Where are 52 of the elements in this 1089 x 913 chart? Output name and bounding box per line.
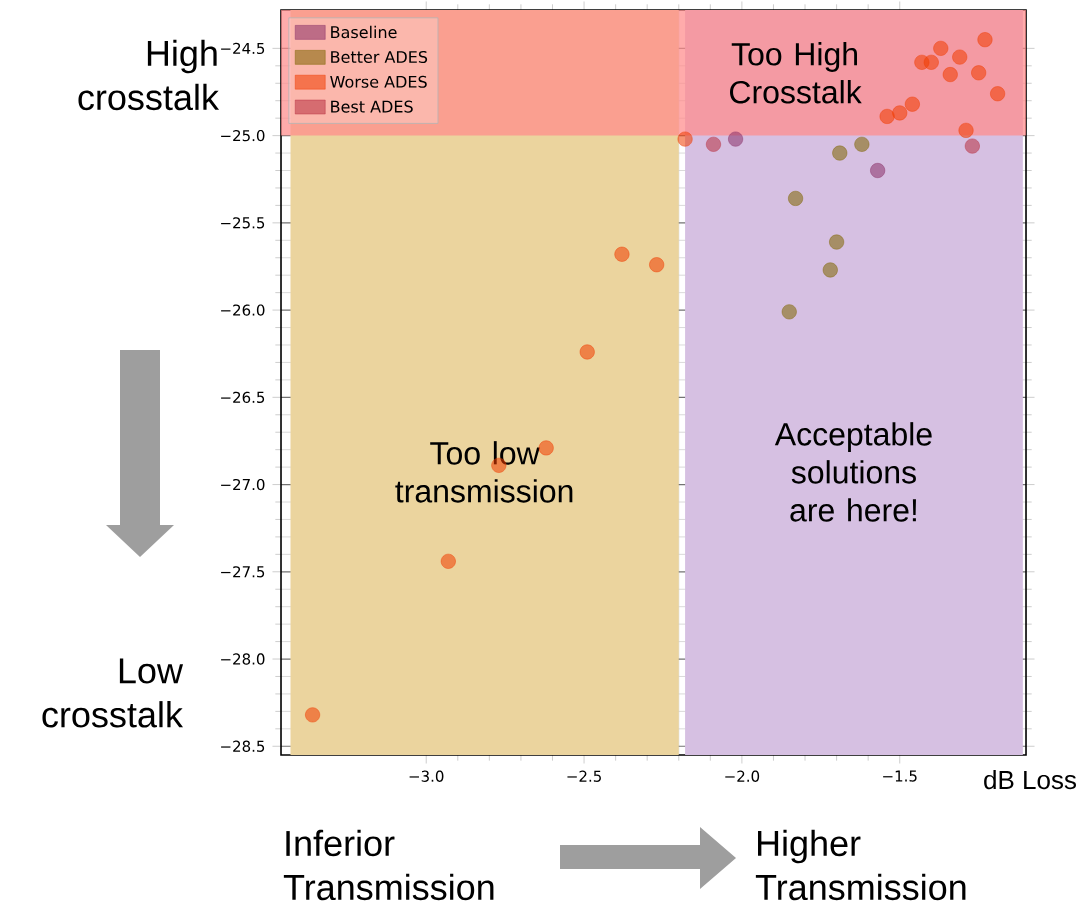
point [990,86,1006,102]
band-label: Too High Crosstalk [730,42,862,104]
text: Inferior Transmission [283,829,494,901]
point [727,131,744,147]
point [822,262,838,278]
legend-label: Best ADES [331,100,413,113]
point [304,707,321,723]
point [677,131,693,147]
point [705,136,722,152]
y-tick-label: −26.0 [221,304,265,316]
point [879,108,895,125]
y-tick-label: −28.0 [221,653,265,665]
y-tick-label: −26.5 [221,391,265,403]
x-tick-label: −3.0 [409,770,444,782]
point [977,32,993,48]
point [440,553,456,569]
x-tick-label: −2.0 [725,770,760,782]
point [942,66,958,83]
y-tick-label: −27.5 [221,566,265,578]
band-label: Too low transmission [395,441,573,503]
legend-label: Baseline [331,25,397,39]
y-tick-label: −24.5 [221,42,265,55]
point [614,246,630,262]
point [933,40,949,56]
point [958,122,974,138]
point [854,136,870,152]
y-tick-label: −25.0 [221,129,265,142]
legend-label: Worse ADES [330,75,427,88]
x-tick-label: −2.5 [567,770,601,782]
point [787,190,804,207]
point [579,344,595,360]
point [971,65,987,81]
point [832,145,848,161]
point [649,257,665,273]
point [923,54,939,70]
legend-label: Better ADES [331,50,428,64]
y-tick-label: −27.0 [221,478,265,491]
point [964,138,980,154]
point [829,234,845,250]
y-tick-label: −28.5 [221,740,265,752]
point [781,304,797,320]
point [870,162,886,179]
x-tick-label: −1.5 [883,770,917,782]
text: Low crosstalk [42,658,184,728]
x-axis-title: dB Loss [984,770,1076,790]
point [892,105,908,121]
y-tick-label: −25.5 [221,217,265,229]
point [904,96,920,112]
band-label: Acceptable solutions are here! [774,422,932,522]
point [952,49,968,65]
text: High crosstalk [78,39,220,111]
text: Higher Transmission [755,829,966,901]
